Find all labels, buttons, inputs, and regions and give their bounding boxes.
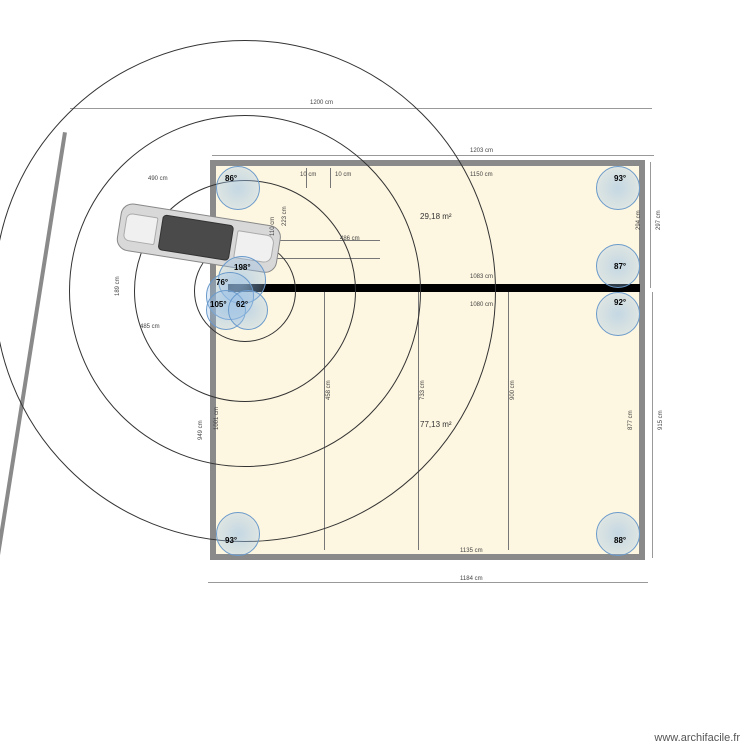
dim-vright2: 915 cm	[658, 410, 664, 430]
dim-inner-t3: 1150 cm	[470, 172, 493, 178]
dim-right-upper: 294 cm	[636, 210, 642, 230]
dim-vmid2: 733 cm	[420, 380, 426, 400]
dim-vright: 877 cm	[628, 410, 634, 430]
angle-label-r3: 92°	[614, 298, 626, 307]
angle-label-c3: 105°	[210, 300, 227, 309]
dim-up-inner1: 110 cm	[270, 217, 276, 236]
angle-label-c2: 76°	[216, 278, 228, 287]
angle-arc-bl	[216, 512, 260, 556]
dim-up-inner2: 223 cm	[282, 206, 288, 226]
dim-left-low2: 1001 cm	[214, 407, 220, 430]
dim-line-bot-outer	[208, 582, 648, 583]
angle-label-c1: 198°	[234, 263, 251, 272]
dim-left-top: 490 cm	[148, 176, 168, 182]
dim-bot-in: 1135 cm	[460, 548, 483, 554]
dim-mid1: 1083 cm	[470, 274, 493, 280]
dim-right-outer: 297 cm	[656, 210, 662, 230]
angle-label-tl: 86°	[225, 174, 237, 183]
dim-car-l2: 485 cm	[140, 324, 160, 330]
dim-car-l1: 189 cm	[115, 276, 121, 296]
dim-left-low1: 949 cm	[198, 420, 204, 440]
dim-up-inner3: 486 cm	[340, 236, 360, 242]
dim-top-right: 1203 cm	[470, 148, 493, 154]
angle-label-tr: 93°	[614, 174, 626, 183]
watermark: www.archifacile.fr	[654, 732, 740, 744]
area-lower: 77,13 m²	[420, 420, 452, 429]
dim-inner-t2: 10 cm	[335, 172, 351, 178]
angle-label-r2: 87°	[614, 262, 626, 271]
car-window-front	[123, 213, 159, 246]
angle-arc-br	[596, 512, 640, 556]
floorplan-canvas: 86° 93° 87° 92° 88° 93° 198° 76° 105° 62…	[0, 0, 750, 750]
area-upper: 29,18 m²	[420, 212, 452, 221]
dim-mid2: 1080 cm	[470, 302, 493, 308]
angle-label-bl: 93°	[225, 536, 237, 545]
angle-arc-c4	[228, 290, 268, 330]
dim-line-right1	[650, 162, 651, 288]
guide-v3	[508, 292, 509, 550]
angle-label-br: 88°	[614, 536, 626, 545]
angle-label-c4: 62°	[236, 300, 248, 309]
dim-line-right2	[652, 292, 653, 558]
dim-vmid1: 458 cm	[326, 380, 332, 400]
dim-vmid3: 900 cm	[510, 380, 516, 400]
angle-arc-tr	[596, 166, 640, 210]
dim-outer-top: 1200 cm	[310, 100, 333, 106]
angle-arc-tl	[216, 166, 260, 210]
dim-inner-t1: 10 cm	[300, 172, 316, 178]
